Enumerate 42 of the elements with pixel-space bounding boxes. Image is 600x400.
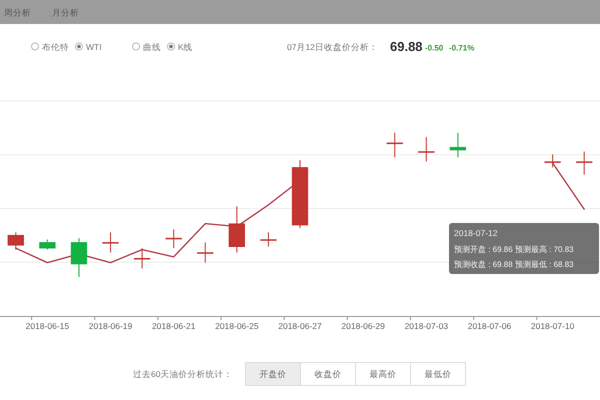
- tooltip: 2018-07-12 预测开盘 : 69.86 预测最高 : 70.83 预测收盘 : 69.88 预测最低 : 68.83: [449, 223, 599, 274]
- text: K线: [178, 42, 193, 52]
- candlestick: [386, 132, 403, 158]
- text: 月分析: [52, 8, 79, 18]
- text: 07月12日收盘价分析：: [287, 42, 378, 52]
- annotation: 2018-07-12: [454, 228, 498, 238]
- candlestick: [8, 232, 24, 250]
- text: -0.71%: [449, 44, 474, 52]
- text: 69.88: [390, 39, 423, 54]
- annotation: 预测收盘 : 69.88 预测最低 : 68.83: [454, 260, 574, 269]
- text: 曲线: [143, 42, 161, 52]
- candlestick: [576, 151, 592, 176]
- candlestick: [70, 238, 88, 278]
- text: 最低价: [424, 369, 452, 379]
- text: 周分析: [4, 8, 31, 18]
- text: 过去60天油价分析统计：: [133, 369, 232, 379]
- x-tick-label: 2018-06-15: [26, 321, 70, 331]
- x-tick-label: 2018-06-29: [341, 321, 386, 331]
- candlestick: [544, 154, 561, 168]
- x-tick-label: 2018-07-03: [404, 321, 448, 331]
- candlestick: [39, 239, 56, 250]
- text: WTI: [86, 42, 102, 52]
- text: 最高价: [370, 369, 396, 379]
- x-tick-label: 2018-06-25: [215, 321, 259, 331]
- text: -0.50: [425, 44, 444, 52]
- candlestick: [418, 136, 434, 162]
- candlestick: [197, 242, 214, 264]
- x-tick-label: 2018-06-19: [88, 321, 133, 331]
- candlestick: [450, 132, 466, 158]
- annotation: 预测开盘 : 69.86 预测最高 : 70.83: [454, 245, 574, 254]
- candlestick: [102, 232, 119, 254]
- text: 收盘价: [314, 369, 342, 379]
- candlestick: [228, 206, 245, 254]
- candlestick: [166, 228, 182, 249]
- x-tick-label: 2018-07-10: [530, 321, 575, 331]
- x-tick-label: 2018-06-21: [152, 321, 196, 331]
- candlestick: [260, 232, 277, 248]
- x-tick-label: 2018-07-06: [468, 321, 512, 331]
- x-tick-label: 2018-06-27: [278, 321, 322, 331]
- text: 开盘价: [260, 369, 286, 379]
- text: 布伦特: [42, 42, 69, 52]
- candlestick: [134, 248, 150, 269]
